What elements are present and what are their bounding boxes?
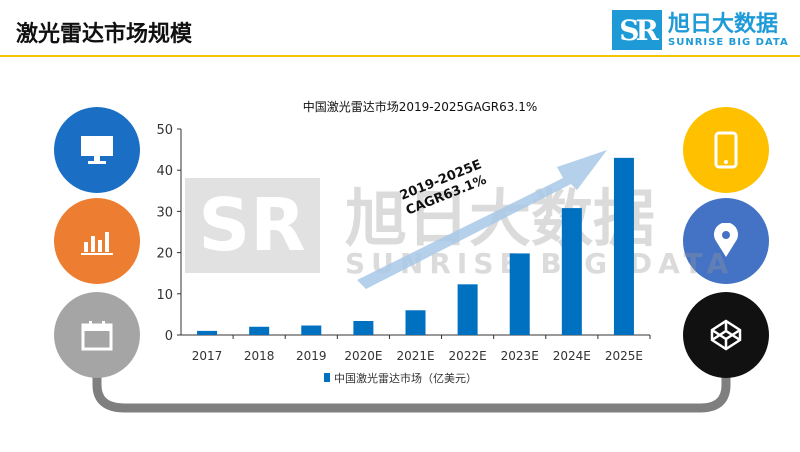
location-pin-icon [683,198,769,284]
bar [509,253,530,335]
header-divider [0,55,800,57]
codepen-cube-icon [683,292,769,378]
logo-mark: SR [612,10,662,50]
y-tick-label: 30 [156,205,173,220]
logo-en: SUNRISE BIG DATA [668,36,789,48]
bar [457,284,478,335]
bar [405,310,426,335]
y-tick-label: 20 [156,247,173,262]
bar-chart-icon [54,198,140,284]
y-tick-label: 0 [165,329,173,344]
x-tick-label: 2018 [244,349,275,363]
y-tick-label: 10 [156,288,173,303]
y-tick-label: 40 [156,164,173,179]
bar [249,326,270,335]
chart-title: 中国激光雷达市场2019-2025GAGR63.1% [303,99,537,114]
x-tick-label: 2023E [501,349,539,363]
x-tick-label: 2019 [296,349,327,363]
page-title: 激光雷达市场规模 [16,22,193,47]
calendar-icon [54,292,140,378]
watermark-mark: SR [198,183,305,267]
bar [353,320,374,335]
bar [301,325,322,335]
x-tick-label: 2022E [449,349,487,363]
logo-cn: 旭日大数据 [668,11,779,37]
bar [561,208,582,335]
legend-swatch [324,373,330,382]
growth-arrow [357,150,607,289]
x-tick-label: 2017 [192,349,223,363]
x-tick-label: 2020E [344,349,382,363]
bar [197,330,218,335]
x-tick-label: 2025E [605,349,643,363]
bar [613,157,634,335]
x-tick-label: 2024E [553,349,591,363]
logo: SR 旭日大数据 SUNRISE BIG DATA [612,10,789,50]
phone-icon [683,107,769,193]
legend-label: 中国激光雷达市场（亿美元） [334,371,477,385]
y-tick-label: 50 [156,123,173,138]
monitor-icon [54,107,140,193]
x-tick-label: 2021E [396,349,434,363]
